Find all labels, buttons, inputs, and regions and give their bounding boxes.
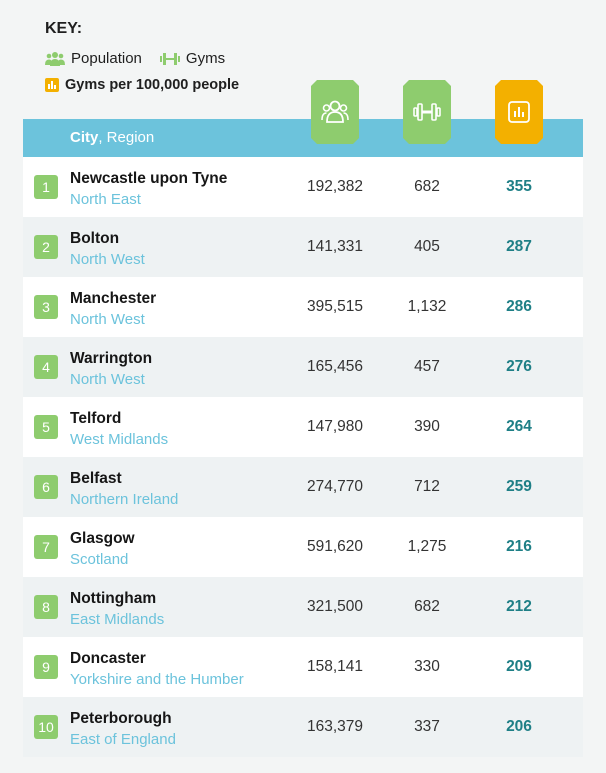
table-header: City, Region bbox=[23, 119, 583, 157]
city-name: Newcastle upon Tyne bbox=[70, 170, 228, 187]
rank-badge: 4 bbox=[34, 355, 58, 379]
city-name: Bolton bbox=[70, 230, 120, 247]
gyms-value: 682 bbox=[414, 598, 440, 615]
header-city-region: City, Region bbox=[70, 129, 154, 146]
rate-value: 216 bbox=[506, 538, 532, 555]
rank-badge: 9 bbox=[34, 655, 58, 679]
table-body: 1 Newcastle upon Tyne North East 192,382 682… bbox=[23, 157, 583, 757]
population-value: 158,141 bbox=[306, 658, 364, 675]
population-value: 395,515 bbox=[306, 298, 364, 315]
rate-value: 286 bbox=[506, 298, 532, 315]
rate-value: 206 bbox=[506, 718, 532, 735]
rank-badge: 1 bbox=[34, 175, 58, 199]
people-icon bbox=[45, 51, 65, 66]
population-value: 141,331 bbox=[306, 238, 364, 255]
gyms-value: 390 bbox=[414, 418, 440, 435]
population-value: 147,980 bbox=[306, 418, 364, 435]
city-name: Doncaster bbox=[70, 650, 146, 667]
population-value: 274,770 bbox=[306, 478, 364, 495]
gyms-value: 337 bbox=[414, 718, 440, 735]
rate-value: 276 bbox=[506, 358, 532, 375]
region-name: West Midlands bbox=[70, 431, 169, 448]
region-name: Scotland bbox=[70, 551, 129, 568]
region-name: North West bbox=[70, 251, 145, 268]
dumbbell-icon bbox=[159, 52, 180, 65]
gyms-value: 712 bbox=[414, 478, 440, 495]
rate-value: 209 bbox=[506, 658, 532, 675]
gyms-value: 405 bbox=[414, 238, 440, 255]
region-name: East of England bbox=[70, 731, 176, 748]
rank-badge: 6 bbox=[34, 475, 58, 499]
region-name: Northern Ireland bbox=[70, 491, 179, 508]
rate-value: 355 bbox=[506, 178, 532, 195]
table-row: 2 Bolton North West 141,331 405 287 bbox=[23, 217, 583, 277]
city-name: Manchester bbox=[70, 290, 157, 307]
people-icon bbox=[321, 100, 349, 123]
key-legend: KEY: Population Gyms Gyms per 100,000 pe… bbox=[45, 20, 239, 103]
population-value: 163,379 bbox=[306, 718, 364, 735]
key-item-population: Population Gyms bbox=[45, 50, 239, 67]
population-value: 192,382 bbox=[306, 178, 364, 195]
region-name: North West bbox=[70, 311, 145, 328]
gyms-value: 457 bbox=[414, 358, 440, 375]
population-value: 321,500 bbox=[306, 598, 364, 615]
key-rate-label: Gyms per 100,000 people bbox=[65, 77, 240, 93]
rank-badge: 5 bbox=[34, 415, 58, 439]
population-value: 165,456 bbox=[306, 358, 364, 375]
table-row: 7 Glasgow Scotland 591,620 1,275 216 bbox=[23, 517, 583, 577]
table-row: 6 Belfast Northern Ireland 274,770 712 259 bbox=[23, 457, 583, 517]
region-name: North East bbox=[70, 191, 141, 208]
bar-chart-icon bbox=[45, 78, 59, 92]
rank-badge: 3 bbox=[34, 295, 58, 319]
population-column-header bbox=[311, 80, 359, 144]
city-name: Telford bbox=[70, 410, 122, 427]
dumbbell-icon bbox=[413, 103, 441, 121]
rank-badge: 2 bbox=[34, 235, 58, 259]
gyms-value: 682 bbox=[414, 178, 440, 195]
gyms-column-header bbox=[403, 80, 451, 144]
gyms-value: 1,132 bbox=[407, 298, 447, 315]
city-name: Nottingham bbox=[70, 590, 157, 607]
rank-badge: 10 bbox=[34, 715, 58, 739]
city-name: Warrington bbox=[70, 350, 153, 367]
rate-value: 212 bbox=[506, 598, 532, 615]
table-row: 10 Peterborough East of England 163,379 337 2… bbox=[23, 697, 583, 757]
city-name: Belfast bbox=[70, 470, 122, 487]
table-row: 5 Telford West Midlands 147,980 390 264 bbox=[23, 397, 583, 457]
rate-value: 264 bbox=[506, 418, 532, 435]
population-value: 591,620 bbox=[306, 538, 364, 555]
table-row: 4 Warrington North West 165,456 457 276 bbox=[23, 337, 583, 397]
header-city-label: City bbox=[70, 129, 99, 146]
rank-badge: 8 bbox=[34, 595, 58, 619]
table-row: 1 Newcastle upon Tyne North East 192,382 682… bbox=[23, 157, 583, 217]
key-gyms-label: Gyms bbox=[185, 50, 226, 67]
bar-chart-icon bbox=[508, 101, 530, 123]
region-name: East Midlands bbox=[70, 611, 165, 628]
rate-value: 259 bbox=[506, 478, 532, 495]
rate-value: 287 bbox=[506, 238, 532, 255]
gyms-value: 330 bbox=[414, 658, 440, 675]
key-item-rate: Gyms per 100,000 people bbox=[45, 77, 239, 93]
header-region-label: , Region bbox=[98, 129, 155, 146]
table-row: 3 Manchester North West 395,515 1,132 286 bbox=[23, 277, 583, 337]
gyms-value: 1,275 bbox=[407, 538, 447, 555]
city-name: Peterborough bbox=[70, 710, 172, 727]
table-row: 8 Nottingham East Midlands 321,500 682 212 bbox=[23, 577, 583, 637]
key-population-label: Population bbox=[71, 50, 142, 67]
city-name: Glasgow bbox=[70, 530, 135, 547]
table-row: 9 Doncaster Yorkshire and the Humber 158,14… bbox=[23, 637, 583, 697]
region-name: Yorkshire and the Humber bbox=[70, 671, 244, 688]
region-name: North West bbox=[70, 371, 145, 388]
rate-column-header bbox=[495, 80, 543, 144]
key-title: KEY: bbox=[45, 20, 83, 37]
rank-badge: 7 bbox=[34, 535, 58, 559]
